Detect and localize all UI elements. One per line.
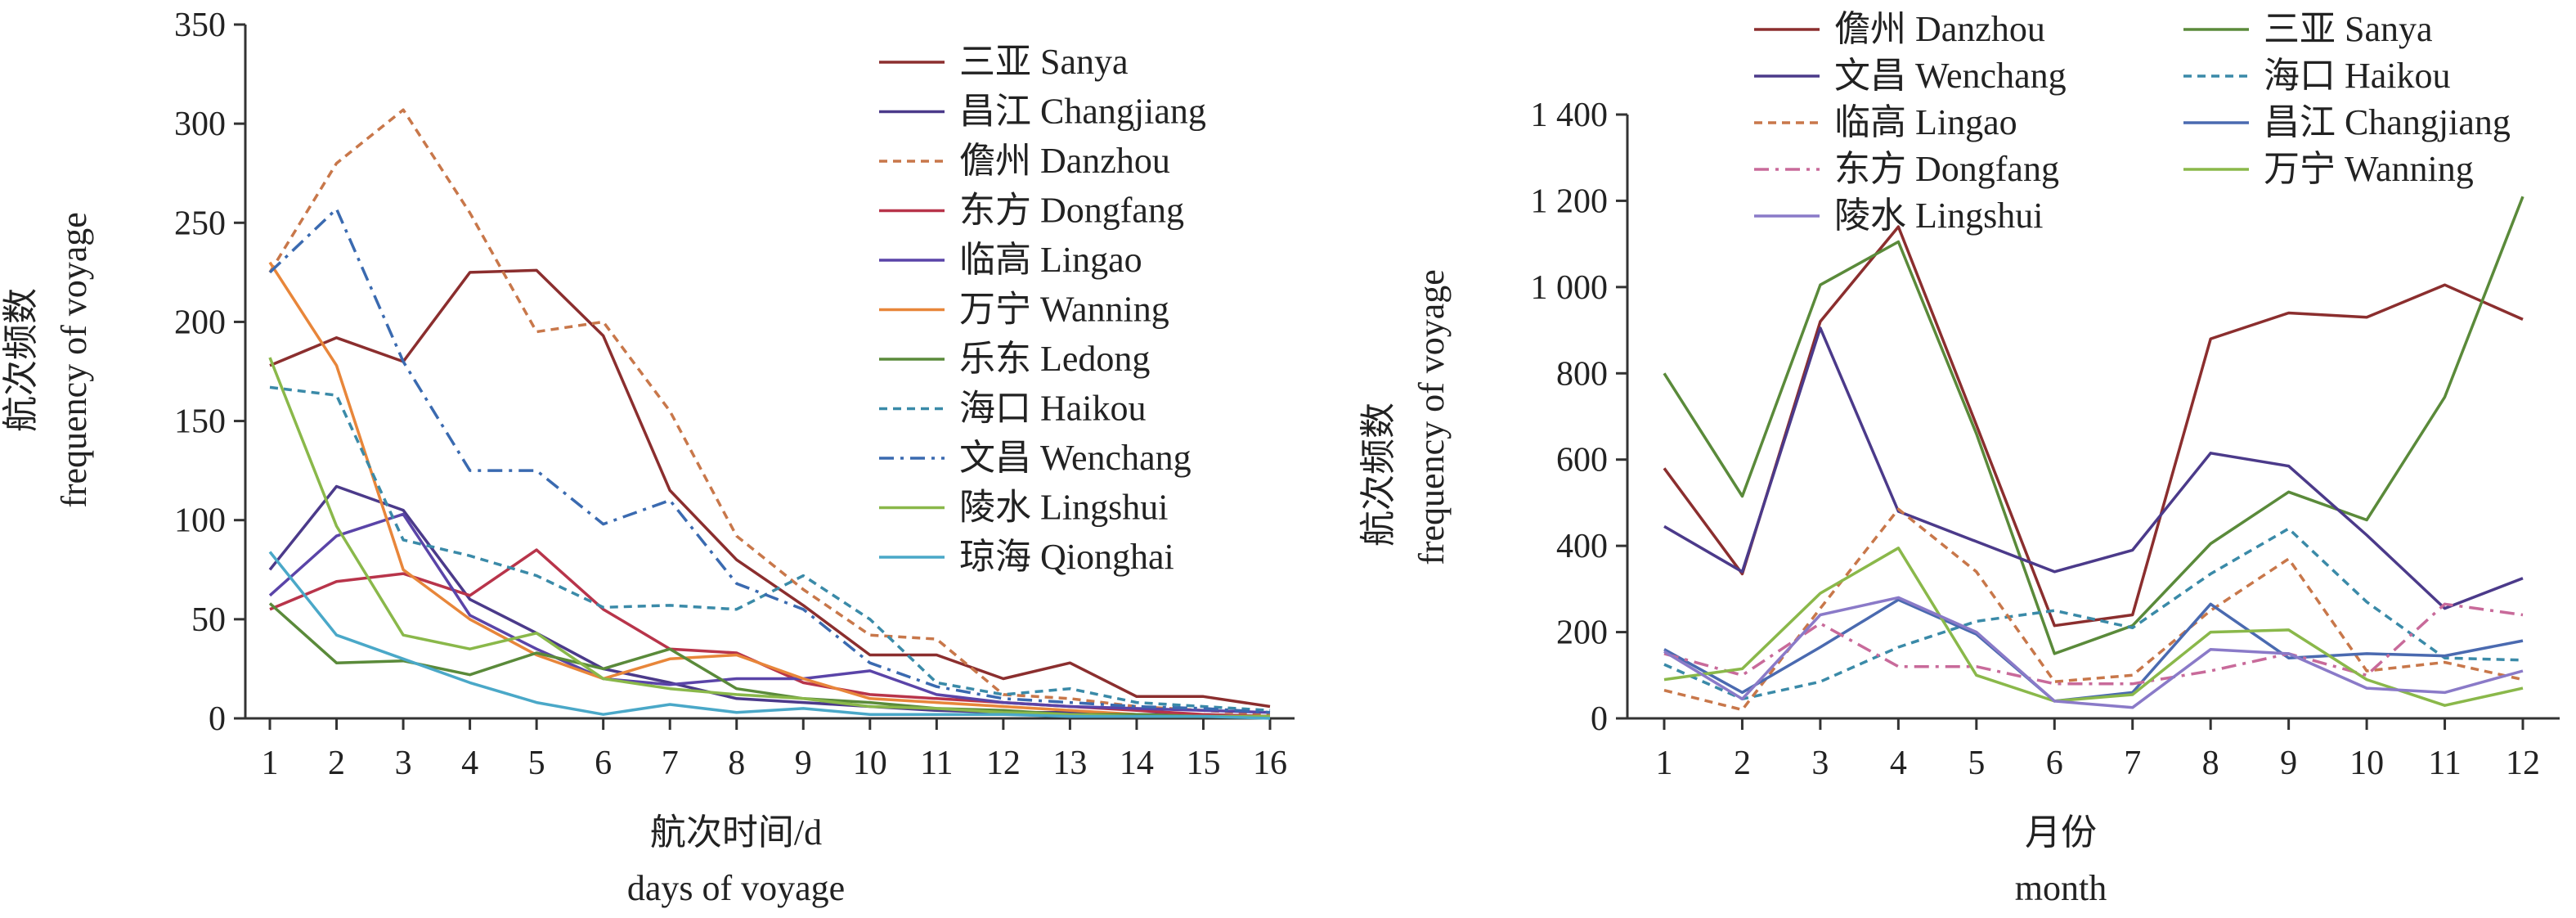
- left-ytick-label: 100: [174, 502, 226, 540]
- left-legend-label: 海口 Haikou: [959, 389, 1147, 429]
- right-series-line-4: [1663, 507, 2524, 712]
- left-legend-label: 陵水 Lingshui: [959, 488, 1168, 528]
- right-legend-label: 万宁 Wanning: [2264, 149, 2474, 189]
- right-xtick-label: 8: [2202, 745, 2219, 782]
- right-ytick-label: 200: [1556, 614, 1608, 652]
- right-series-group: [1663, 196, 2524, 712]
- right-ytick-label: 0: [1591, 700, 1608, 738]
- right-xlabel-cn: 月份: [2025, 812, 2097, 853]
- right-ytick-label: 1 000: [1531, 269, 1609, 307]
- left-legend-label: 东方 Dongfang: [959, 191, 1184, 231]
- left-xtick-label: 14: [1120, 745, 1154, 782]
- left-xtick-label: 8: [728, 745, 745, 782]
- left-series-line-10: [268, 551, 1271, 720]
- left-series-line-4: [268, 512, 1271, 714]
- left-legend-label: 昌江 Changjiang: [959, 92, 1206, 132]
- left-ytick-label: 0: [209, 700, 226, 738]
- right-legend-label: 陵水 Lingshui: [1834, 196, 2043, 236]
- right-xtick-label: 10: [2349, 745, 2384, 782]
- left-legend-label: 三亚 Sanya: [959, 42, 1129, 82]
- right-x-ticks: 1 2 3 4 5 6 7 8 9 10 11 12: [1656, 718, 2540, 782]
- right-series-line-8: [1663, 596, 2524, 709]
- right-legend-label: 东方 Dongfang: [1834, 149, 2059, 189]
- right-legend: 儋州 Danzhou 三亚 Sanya 文昌 Wenchang 海口 Haikou 临高…: [1754, 9, 2511, 236]
- right-xlabel-en: month: [2015, 868, 2107, 908]
- left-xtick-label: 15: [1186, 745, 1220, 782]
- left-xtick-label: 6: [595, 745, 612, 782]
- left-xtick-label: 4: [461, 745, 478, 782]
- right-xtick-label: 2: [1734, 745, 1751, 782]
- left-xlabel-cn: 航次时间/d: [650, 812, 822, 853]
- left-xtick-label: 11: [920, 745, 953, 782]
- left-y-ticks: 0 50 100 150 200 250 300 350: [174, 7, 245, 738]
- right-legend-label: 三亚 Sanya: [2264, 9, 2433, 49]
- right-series-line-3: [1663, 527, 2524, 701]
- left-legend: 三亚 Sanya 昌江 Changjiang 儋州 Danzhou 东方 Dongfa…: [879, 42, 1206, 577]
- right-xtick-label: 3: [1811, 745, 1829, 782]
- right-xtick-label: 11: [2428, 745, 2461, 782]
- left-series-line-0: [269, 268, 1271, 709]
- right-xtick-label: 6: [2046, 745, 2063, 782]
- left-series-group: [268, 108, 1271, 720]
- left-ytick-label: 200: [174, 304, 226, 341]
- left-legend-label: 儋州 Danzhou: [959, 141, 1170, 181]
- right-xtick-label: 1: [1656, 745, 1673, 782]
- right-ytick-label: 1 200: [1531, 182, 1609, 220]
- left-legend-label: 乐东 Ledong: [959, 339, 1150, 379]
- left-xtick-label: 12: [986, 745, 1021, 782]
- right-xtick-label: 4: [1890, 745, 1907, 782]
- left-ytick-label: 50: [191, 601, 226, 639]
- left-xtick-label: 9: [795, 745, 812, 782]
- left-xtick-label: 10: [853, 745, 887, 782]
- right-xtick-label: 7: [2124, 745, 2141, 782]
- right-series-line-6: [1663, 602, 2524, 686]
- right-legend-label: 临高 Lingao: [1834, 102, 2017, 142]
- right-legend-label: 海口 Haikou: [2264, 56, 2451, 96]
- chart-days-of-voyage: 航次频数 frequency of voyage 050100150200250…: [1, 7, 1295, 908]
- left-ytick-label: 150: [174, 403, 226, 441]
- left-series-line-8: [268, 207, 1271, 714]
- left-ylabel-cn: 航次频数: [1, 288, 41, 432]
- left-series-line-2: [268, 108, 1271, 716]
- left-xtick-label: 16: [1253, 745, 1287, 782]
- right-series-line-2: [1663, 326, 2524, 610]
- right-xtick-label: 5: [1968, 745, 1985, 782]
- right-series-line-7: [1663, 547, 2524, 707]
- right-ytick-label: 400: [1556, 528, 1608, 565]
- left-ytick-label: 300: [174, 106, 226, 143]
- right-ylabel-en: frequency of voyage: [1411, 269, 1452, 565]
- right-ytick-label: 800: [1556, 355, 1608, 393]
- right-ylabel-cn: 航次频数: [1358, 403, 1398, 547]
- right-y-ticks: 0 200 400 600 800 1 000 1 200 1 400: [1531, 97, 1627, 738]
- left-legend-label: 琼海 Qionghai: [959, 537, 1174, 577]
- right-ytick-label: 1 400: [1531, 97, 1609, 134]
- right-series-line-5: [1663, 598, 2524, 703]
- right-xtick-label: 9: [2280, 745, 2297, 782]
- left-xtick-label: 2: [328, 745, 345, 782]
- right-legend-label: 昌江 Changjiang: [2264, 102, 2511, 142]
- right-legend-label: 儋州 Danzhou: [1834, 9, 2045, 49]
- left-xtick-label: 13: [1052, 745, 1087, 782]
- right-xtick-label: 12: [2506, 745, 2540, 782]
- left-xtick-label: 3: [395, 745, 412, 782]
- right-legend-label: 文昌 Wenchang: [1834, 56, 2067, 96]
- left-series-line-5: [268, 261, 1270, 718]
- left-ytick-label: 350: [174, 7, 226, 44]
- left-ylabel-en: frequency of voyage: [54, 212, 94, 508]
- right-series-line-1: [1663, 196, 2524, 655]
- left-xtick-label: 1: [262, 745, 279, 782]
- left-xtick-label: 5: [528, 745, 545, 782]
- left-xtick-label: 7: [662, 745, 679, 782]
- right-series-line-0: [1663, 225, 2524, 628]
- left-x-ticks: 1 2 3 4 5 6 7 8 9 10 11 12 13 14 15 16: [262, 718, 1287, 782]
- left-xlabel-en: days of voyage: [627, 868, 845, 908]
- chart-month: 航次频数 frequency of voyage 0 200 400 600 800 1 …: [1358, 9, 2560, 908]
- left-legend-label: 万宁 Wanning: [959, 290, 1169, 330]
- left-ytick-label: 250: [174, 205, 226, 242]
- left-legend-label: 临高 Lingao: [959, 240, 1142, 280]
- left-legend-label: 文昌 Wenchang: [959, 438, 1192, 478]
- right-ytick-label: 600: [1556, 442, 1608, 479]
